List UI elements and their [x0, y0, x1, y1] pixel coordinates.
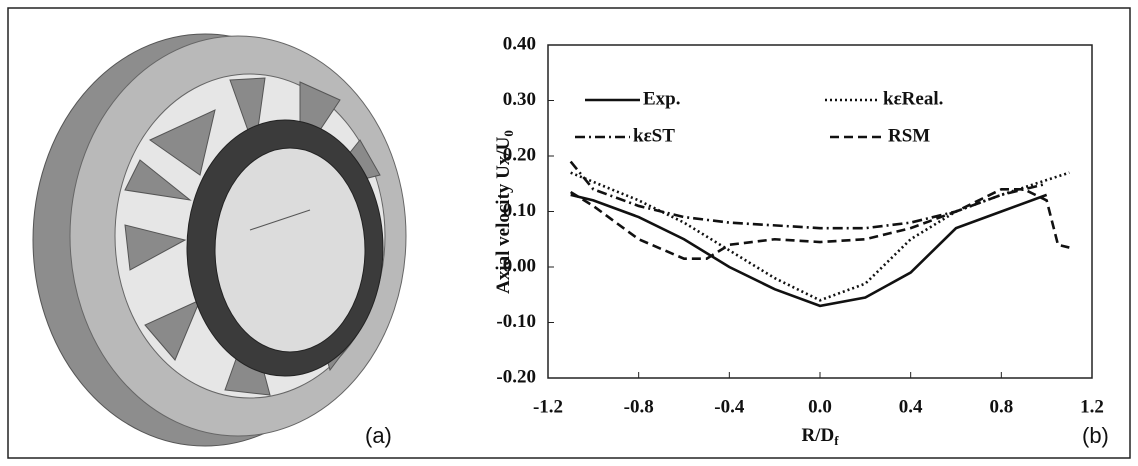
legend-label: RSM — [888, 125, 930, 146]
x-axis-label: R/Df — [801, 425, 839, 448]
x-tick-label: -0.4 — [714, 396, 745, 417]
y-tick-label: -0.10 — [496, 311, 536, 332]
x-tick-label: 0.8 — [989, 396, 1013, 417]
panel-label: (a) — [365, 423, 392, 448]
x-tick-label: 0.0 — [808, 396, 832, 417]
fan-render — [33, 34, 406, 446]
y-tick-label: -0.20 — [496, 366, 536, 387]
y-tick-label: 0.10 — [503, 200, 536, 221]
x-axis-label-sub: f — [834, 433, 839, 448]
legend-label: kεST — [633, 125, 675, 146]
x-axis-label-text: R/D — [801, 425, 834, 446]
y-tick-label: 0.00 — [503, 255, 536, 276]
panel-label: (b) — [1082, 423, 1109, 448]
data-line — [571, 189, 1070, 258]
data-line — [571, 195, 1047, 306]
legend-label: kεReal. — [883, 88, 943, 109]
x-tick-label: -0.8 — [624, 396, 654, 417]
plot-frame — [548, 45, 1092, 378]
y-axis-label-sub: 0 — [501, 130, 516, 137]
y-tick-label: 0.20 — [503, 144, 536, 165]
y-tick-label: 0.40 — [503, 33, 536, 54]
x-tick-label: 1.2 — [1080, 396, 1104, 417]
figure-canvas: (a) (b) Axial velocity Ux/U0 R/Df 0.400.… — [0, 0, 1138, 466]
hub-inner — [215, 148, 365, 352]
legend-label: Exp. — [643, 88, 681, 109]
figure: (a) (b) Axial velocity Ux/U0 R/Df 0.400.… — [0, 0, 1138, 466]
x-tick-label: -1.2 — [533, 396, 563, 417]
x-tick-label: 0.4 — [899, 396, 923, 417]
y-tick-label: 0.30 — [503, 89, 536, 110]
